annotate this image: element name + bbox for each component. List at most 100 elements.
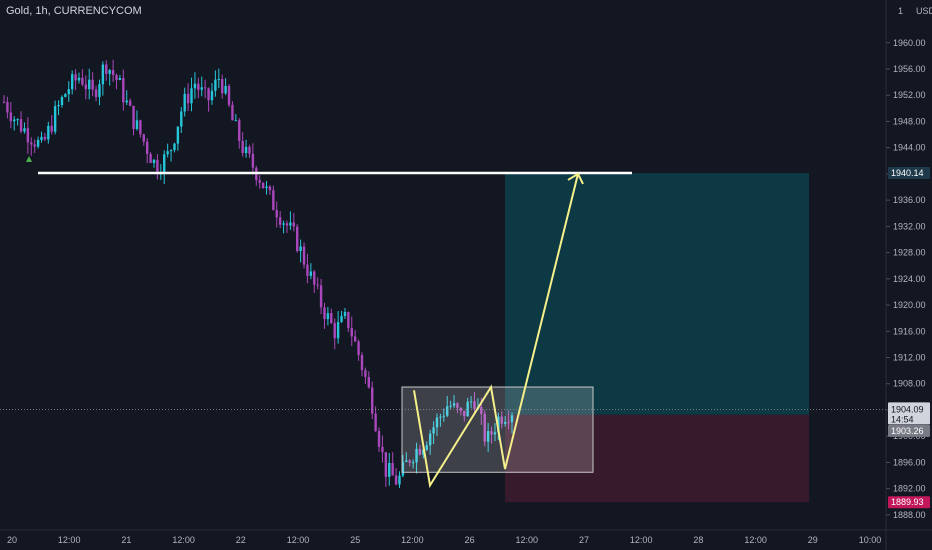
candle-body [282, 223, 285, 225]
candle-body [26, 128, 30, 143]
candle-body [367, 377, 371, 388]
candle-body [149, 154, 152, 164]
candle-body [217, 79, 220, 81]
candle-body [94, 89, 98, 98]
time-tick-label: 29 [808, 535, 818, 545]
candle-body [411, 462, 415, 464]
candle-body [132, 105, 135, 129]
time-tick-label: 10:00 [859, 535, 882, 545]
time-tick-label: 12:00 [172, 535, 195, 545]
candle-body [16, 119, 19, 121]
candle-body [166, 151, 169, 155]
candle-body [2, 101, 6, 103]
candle-body [483, 413, 486, 442]
candle-body [64, 94, 67, 97]
stop-price-badge-bg [888, 496, 930, 509]
candle-body [193, 83, 197, 89]
arrow-head [567, 172, 584, 185]
symbol-title: Gold, 1h, CURRENCYCOM [6, 5, 142, 17]
price-tick-label: 1932.00 [893, 221, 926, 231]
candle-body [84, 84, 88, 90]
candle-body [285, 223, 289, 226]
candle-body [258, 179, 261, 183]
entry-price-badge: 1903.26 [891, 426, 924, 436]
candle-body [244, 146, 248, 154]
candle-body [9, 112, 13, 122]
price-tick-label: 1944.00 [893, 143, 926, 153]
candle-body [36, 139, 40, 147]
candle-body [299, 246, 302, 252]
candle-body [33, 144, 36, 147]
price-tick-label: 1956.00 [893, 64, 926, 74]
candle-body [360, 355, 364, 371]
price-tick-label: 1920.00 [893, 300, 926, 310]
candle-body [60, 96, 64, 106]
candle-body [19, 119, 23, 132]
candle-body [480, 407, 483, 414]
candle-body [401, 461, 405, 476]
candle-body [384, 452, 388, 477]
price-axis[interactable]: 1888.001892.001896.001900.001904.001908.… [885, 0, 932, 550]
candle-body [91, 79, 94, 90]
time-axis[interactable]: 20 12:00 21 12:00 22 12:00 25 12:00 26 12:00 27 12:… [0, 529, 932, 545]
candle-body [306, 264, 309, 276]
candle-body [347, 312, 350, 329]
candle-body [77, 77, 81, 81]
candle-body [302, 246, 306, 265]
candle-body [405, 460, 408, 462]
time-tick-label: 12:00 [744, 535, 767, 545]
candle-body [118, 77, 122, 81]
candle-body [463, 410, 466, 417]
candle-body [333, 322, 336, 339]
candle-body [214, 79, 217, 91]
candle-body [323, 307, 326, 320]
candle-body [261, 182, 265, 189]
time-tick-label: 12:00 [516, 535, 539, 545]
candle-body [326, 313, 330, 320]
candle-body [292, 222, 295, 227]
candle-body [108, 70, 111, 74]
candle-body [135, 120, 139, 129]
target-price-badge: 1940.14 [891, 168, 924, 178]
candle-body [207, 88, 210, 101]
candle-body [197, 83, 200, 90]
candle-body [6, 101, 9, 113]
candle-body [156, 159, 159, 175]
candle-body [456, 403, 459, 408]
price-tick-label: 1908.00 [893, 379, 926, 389]
time-tick-label: 26 [465, 535, 475, 545]
stop-price-badge: 1889.93 [891, 497, 924, 507]
candle-body [336, 321, 340, 339]
candle-body [241, 140, 244, 154]
candle-body [422, 449, 425, 455]
candle-body [221, 79, 224, 94]
candle-body [125, 100, 128, 103]
candle-body [53, 106, 57, 132]
candle-body [466, 401, 469, 417]
price-tick-label: 1928.00 [893, 248, 926, 258]
candle-body [47, 125, 50, 140]
candle-body [200, 87, 203, 90]
candle-body [316, 284, 319, 286]
candle-body [231, 104, 234, 121]
candle-body [371, 387, 374, 414]
price-tick-label: 1936.00 [893, 195, 926, 205]
candle-body [432, 427, 435, 434]
entry-price-badge-bg [888, 424, 930, 437]
candle-body [503, 422, 507, 424]
candle-body [50, 125, 53, 132]
candle-body [353, 336, 357, 342]
candle-body [152, 159, 156, 164]
candle-body [142, 134, 145, 142]
candle-body [74, 74, 77, 81]
candle-body [81, 77, 84, 85]
candle-body [486, 431, 490, 442]
candle-body [507, 422, 510, 424]
candle-body [224, 85, 227, 94]
price-tick-label: 1892.00 [893, 484, 926, 494]
price-tick-label: 1896.00 [893, 457, 926, 467]
candle-body [101, 64, 105, 85]
time-tick-label: 21 [121, 535, 131, 545]
candle-body [227, 85, 231, 105]
